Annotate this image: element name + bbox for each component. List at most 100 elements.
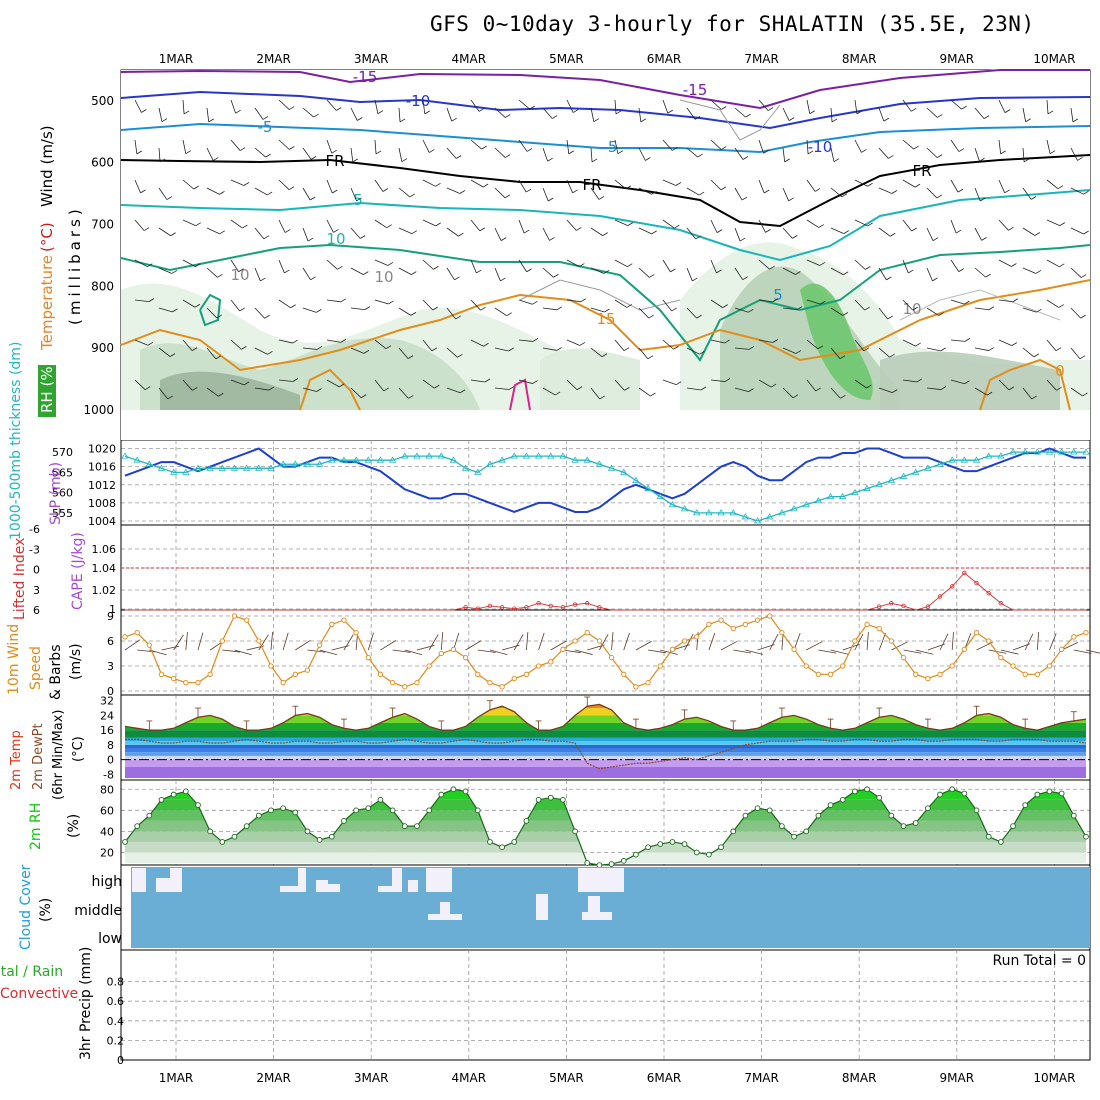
thickness-marker <box>1045 448 1054 455</box>
wind-barb-flag <box>674 224 680 229</box>
wind-barb <box>854 139 862 153</box>
wind-barb-flag <box>171 270 178 274</box>
wind-barb <box>566 219 577 231</box>
wind-barb <box>998 339 1012 347</box>
wind-barb-flag <box>482 183 489 188</box>
wind-barb <box>134 139 138 154</box>
wind-barb-flag <box>890 232 896 237</box>
wind-barb <box>398 347 409 359</box>
thickness-marker <box>340 456 348 463</box>
thickness-tick-label: 560 <box>52 487 73 500</box>
wind-barb <box>158 307 173 313</box>
precip-convective-label: Convective <box>0 986 78 1002</box>
wind-barb <box>518 259 527 272</box>
thickness-marker <box>498 456 506 463</box>
cloud-layer-label: middle <box>74 903 122 919</box>
rh-marker <box>280 805 286 812</box>
wind-barb <box>134 339 149 346</box>
wind-barb <box>902 379 917 383</box>
wind-barb <box>254 347 268 355</box>
wind-barb-flag <box>672 147 678 151</box>
contour-label: 10 <box>374 268 393 286</box>
rh-marker <box>706 851 712 858</box>
wind-barb-flag <box>675 182 682 186</box>
temp-ylabel: (6hr Min/Max) <box>51 710 66 800</box>
wind-barb <box>230 299 241 312</box>
wind-barb-flag <box>697 153 703 158</box>
wind-barb <box>998 99 1006 113</box>
wind-barb <box>854 633 864 651</box>
wind-barb <box>206 227 220 235</box>
temp-band <box>125 722 1086 731</box>
thickness-marker <box>145 460 154 467</box>
wind-barb-flag <box>363 271 369 275</box>
wind-barb-flag <box>310 276 316 281</box>
wind-barb-flag <box>1056 386 1062 391</box>
wind-barb <box>590 187 600 200</box>
wind-barb <box>866 632 869 651</box>
cloud-gap <box>328 884 340 892</box>
temp-band <box>125 755 1086 760</box>
wind-barb-flag <box>337 265 343 270</box>
wind-barb <box>614 339 625 351</box>
wind-barb <box>782 227 793 239</box>
wind-barb-flag <box>1031 395 1037 400</box>
wind-marker <box>973 630 980 636</box>
lifted-marker <box>560 605 566 610</box>
wind-barb <box>974 267 986 278</box>
wind-barb <box>374 299 389 305</box>
wind-barb <box>599 634 609 651</box>
thickness-marker <box>364 456 372 463</box>
wind-marker <box>669 646 676 652</box>
wind-marker <box>694 634 700 640</box>
wind-barb-flag <box>506 312 512 317</box>
rh-marker <box>961 790 968 797</box>
pressure-tick-label: 500 <box>91 94 114 108</box>
wind-barb <box>494 267 501 282</box>
thickness-marker <box>693 509 701 516</box>
rh-tick-label: 80 <box>100 783 114 796</box>
wind-barb <box>686 147 698 158</box>
rh-marker <box>122 839 128 845</box>
cloud-gap <box>298 868 306 892</box>
rh-marker <box>1058 790 1065 797</box>
pressure-tick-label: 900 <box>91 341 114 355</box>
wind-barb-flag <box>218 392 224 397</box>
wind-barb <box>422 219 436 227</box>
precip-tick-label: 0.6 <box>107 995 125 1008</box>
wind-barb-flag <box>772 339 778 343</box>
thickness-marker <box>474 468 482 475</box>
rh-marker <box>839 796 846 803</box>
wind-marker <box>767 613 773 619</box>
top-date-label: 1MAR <box>159 52 194 66</box>
wind-barb <box>830 107 833 122</box>
cape-tick-label: 1 <box>109 603 116 616</box>
wind-barb-flag <box>615 110 622 115</box>
wind-barb-flag <box>675 381 682 386</box>
wind-barb <box>998 299 1013 303</box>
wind-barb <box>367 632 374 651</box>
wind-barb-flag <box>788 117 795 121</box>
wind-barb-flag <box>313 113 319 118</box>
wind-barb-flag <box>866 384 872 389</box>
wind-marker <box>438 650 444 657</box>
slp-tick-label: 1012 <box>88 479 116 492</box>
rh-marker <box>499 844 505 851</box>
rh-marker <box>1070 812 1077 819</box>
wind-barb <box>806 641 823 651</box>
temp-tick-label: 8 <box>107 739 114 752</box>
wind-marker <box>876 625 882 632</box>
wind-barb <box>902 259 909 274</box>
wind-barb-flag <box>576 227 582 231</box>
wind-barb <box>878 107 885 122</box>
wind-barb-flag <box>650 392 656 397</box>
rh-marker <box>815 812 822 819</box>
wind-barb-flag <box>742 156 749 160</box>
wind-barb-flag <box>957 188 964 193</box>
contour-line <box>299 368 361 411</box>
wind-barb <box>230 139 241 151</box>
wind-barb <box>926 107 938 118</box>
wind-barb-flag <box>576 386 583 391</box>
wind-ylabel3: & Barbs <box>48 645 64 701</box>
